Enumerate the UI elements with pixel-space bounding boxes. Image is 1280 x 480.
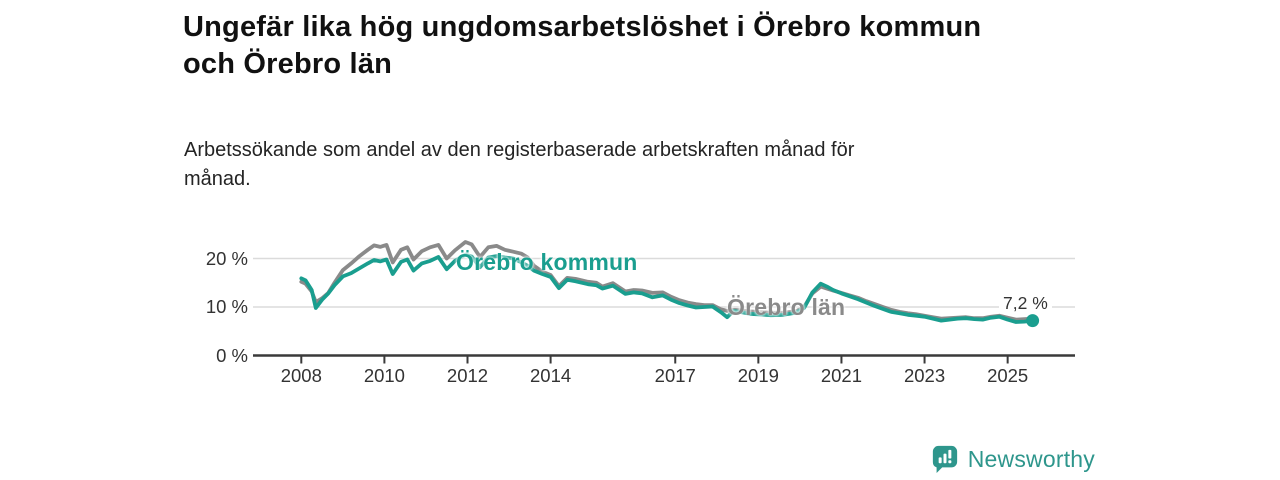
- x-axis-tick-label: 2014: [530, 365, 572, 386]
- x-axis-tick-label: 2012: [446, 365, 489, 386]
- x-axis-tick-label: 2025: [987, 365, 1029, 386]
- series-label-orebro-lan: Örebro län: [727, 294, 846, 320]
- page-title: Ungefär lika hög ungdomsarbetslöshet i Ö…: [183, 11, 982, 81]
- newsworthy-logo-icon: [931, 444, 959, 474]
- brand-name: Newsworthy: [967, 445, 1095, 472]
- y-axis-tick-label: 10 %: [205, 296, 248, 317]
- x-axis-tick-label: 2017: [654, 365, 696, 386]
- y-axis-tick-label: 0 %: [216, 344, 248, 366]
- latest-value-label: 7,2 %: [999, 293, 1052, 313]
- x-axis-tick-label: 2010: [363, 365, 405, 386]
- x-axis-tick-label: 2019: [737, 365, 779, 386]
- series-label-orebro-kommun: Örebro kommun: [456, 249, 638, 275]
- newsworthy-logo[interactable]: Newsworthy: [931, 444, 1095, 474]
- chart-subtitle: Arbetssökande som andel av den registerb…: [184, 139, 855, 190]
- y-axis-tick-label: 20 %: [205, 247, 248, 269]
- x-axis-tick-label: 2021: [820, 365, 863, 386]
- x-axis-tick-label: 2023: [903, 365, 946, 386]
- x-axis-tick-label: 2008: [280, 365, 322, 386]
